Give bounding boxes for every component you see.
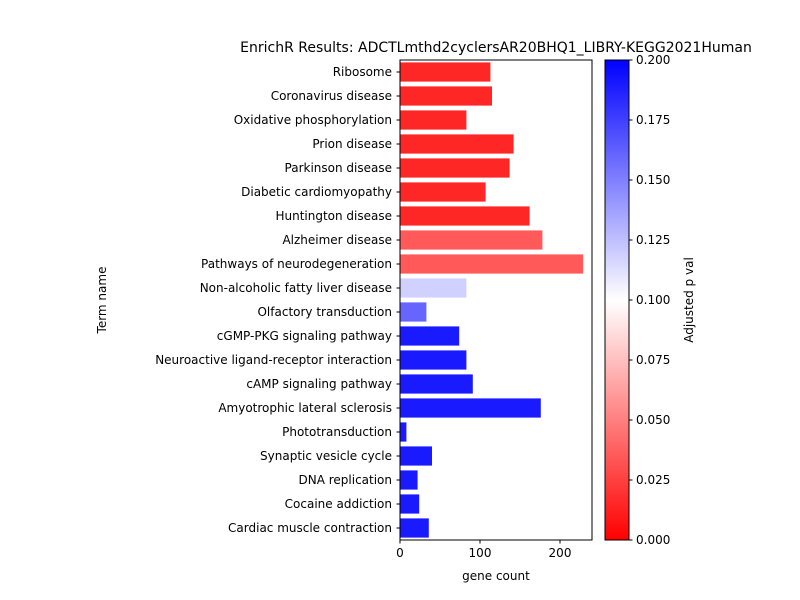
y-tick-label: Synaptic vesicle cycle xyxy=(260,449,392,463)
bar xyxy=(400,326,460,346)
colorbar-tick-label: 0.200 xyxy=(636,53,670,67)
y-tick-label: Neuroactive ligand-receptor interaction xyxy=(155,353,392,367)
bar xyxy=(400,422,407,442)
colorbar-tick-label: 0.100 xyxy=(636,293,670,307)
bar xyxy=(400,110,467,130)
colorbar-gradient xyxy=(604,59,630,541)
bar xyxy=(400,470,418,490)
bar xyxy=(400,230,543,250)
colorbar-tick-label: 0.175 xyxy=(636,113,670,127)
y-tick-label: Non-alcoholic fatty liver disease xyxy=(200,281,392,295)
colorbar-tick-label: 0.000 xyxy=(636,533,670,547)
y-tick-label: Prion disease xyxy=(312,137,392,151)
bar xyxy=(400,398,541,418)
y-tick-label: Diabetic cardiomyopathy xyxy=(241,185,392,199)
y-tick-label: DNA replication xyxy=(298,473,392,487)
y-tick-label: Alzheimer disease xyxy=(282,233,392,247)
y-tick-label: Olfactory transduction xyxy=(257,305,392,319)
bar xyxy=(400,62,491,82)
bar xyxy=(400,494,420,514)
y-tick-label: Pathways of neurodegeneration xyxy=(201,257,392,271)
y-tick-label: Huntington disease xyxy=(275,209,392,223)
y-tick-label: Ribosome xyxy=(333,65,392,79)
chart-title: EnrichR Results: ADCTLmthd2cyclersAR20BH… xyxy=(240,40,752,56)
bar xyxy=(400,158,510,178)
colorbar-tick-label: 0.050 xyxy=(636,413,670,427)
colorbar-tick-label: 0.125 xyxy=(636,233,670,247)
y-tick-label: Amyotrophic lateral sclerosis xyxy=(218,401,392,415)
y-tick-label: Oxidative phosphorylation xyxy=(234,113,392,127)
x-tick-label: 0 xyxy=(396,546,404,560)
colorbar-ticks: 0.000 0.025 0.050 0.075 0.100 0.125 0.150 0.175… xyxy=(629,53,670,547)
y-tick-label: cAMP signaling pathway xyxy=(246,377,392,391)
bar xyxy=(400,518,429,538)
x-tick-label: 100 xyxy=(469,546,492,560)
y-tick-label: Cocaine addiction xyxy=(285,497,392,511)
y-tick-label: Coronavirus disease xyxy=(271,89,392,103)
y-tick-label: Phototransduction xyxy=(282,425,392,439)
colorbar: 0.000 0.025 0.050 0.075 0.100 0.125 0.150 0.175… xyxy=(604,53,696,547)
colorbar-tick-label: 0.075 xyxy=(636,353,670,367)
bar xyxy=(400,254,584,274)
y-tick-labels: Ribosome Coronavirus disease Oxidative pho… xyxy=(155,65,400,535)
y-tick-label: Cardiac muscle contraction xyxy=(228,521,392,535)
bar xyxy=(400,86,492,106)
bar xyxy=(400,278,467,298)
y-tick-label: Parkinson disease xyxy=(285,161,392,175)
colorbar-tick-label: 0.025 xyxy=(636,473,670,487)
bars-group xyxy=(400,62,584,538)
bar xyxy=(400,302,427,322)
bar xyxy=(400,350,467,370)
x-axis-label: gene count xyxy=(462,569,530,583)
y-axis-label: Term name xyxy=(95,267,109,335)
x-tick-label: 200 xyxy=(549,546,572,560)
x-ticks: 0 100 200 xyxy=(396,540,571,560)
bar xyxy=(400,182,486,202)
plot-frame xyxy=(399,59,593,541)
bar xyxy=(400,206,530,226)
bar xyxy=(400,134,514,154)
bar xyxy=(400,446,432,466)
colorbar-label: Adjusted p val xyxy=(682,257,696,343)
y-tick-label: cGMP-PKG signaling pathway xyxy=(217,329,392,343)
bar xyxy=(400,374,473,394)
colorbar-tick-label: 0.150 xyxy=(636,173,670,187)
